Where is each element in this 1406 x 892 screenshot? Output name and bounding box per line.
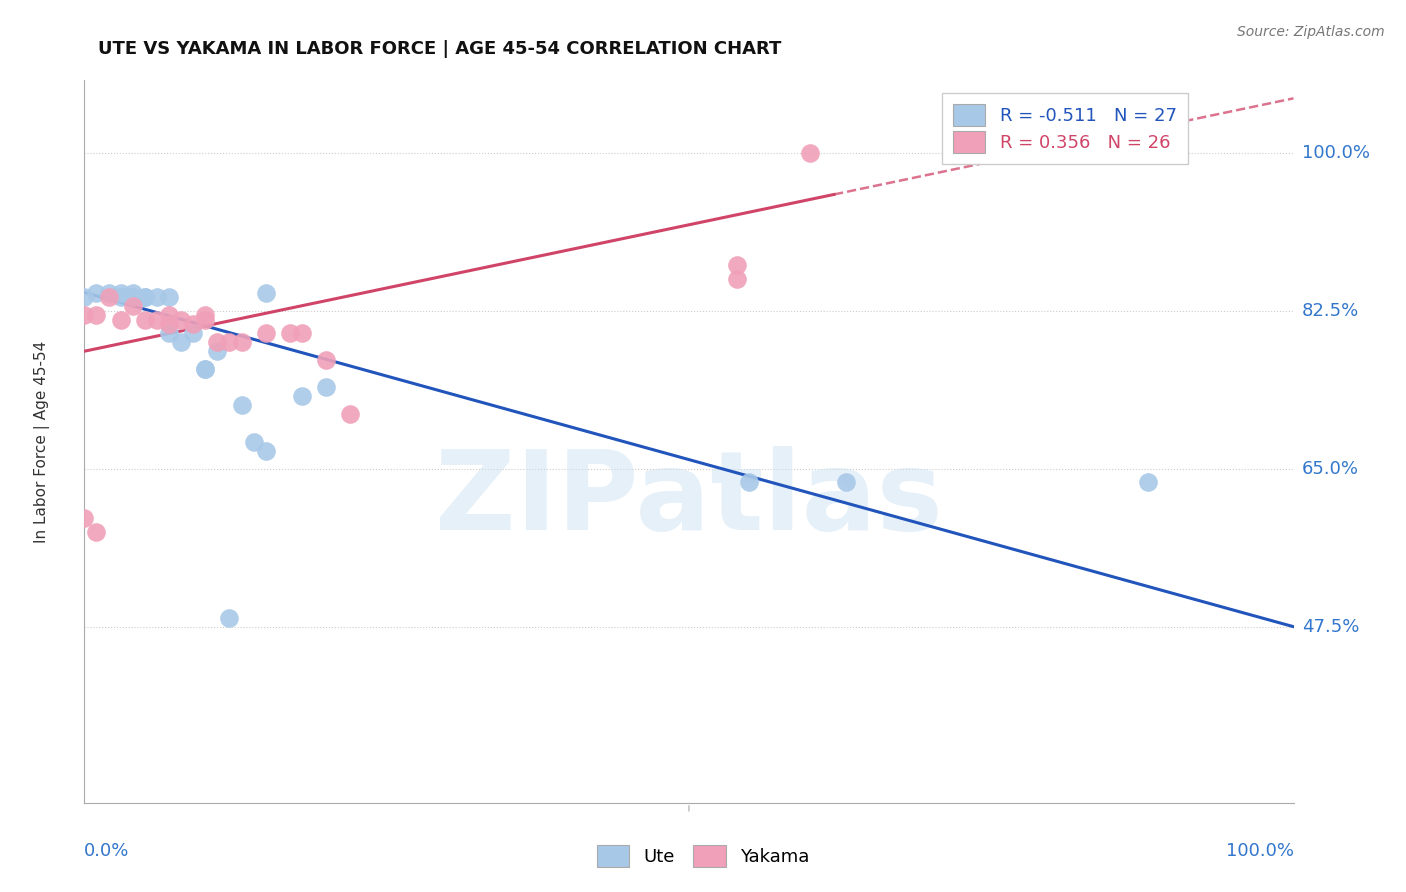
Point xyxy=(835,475,858,490)
Point xyxy=(121,290,143,304)
Point xyxy=(170,312,193,326)
Text: In Labor Force | Age 45-54: In Labor Force | Age 45-54 xyxy=(34,341,51,542)
Point xyxy=(725,259,748,273)
Text: UTE VS YAKAMA IN LABOR FORCE | AGE 45-54 CORRELATION CHART: UTE VS YAKAMA IN LABOR FORCE | AGE 45-54… xyxy=(98,40,782,58)
Point xyxy=(146,312,169,326)
Point xyxy=(254,326,277,341)
Text: Source: ZipAtlas.com: Source: ZipAtlas.com xyxy=(1237,25,1385,39)
Point xyxy=(134,290,156,304)
Point xyxy=(291,389,314,403)
Point xyxy=(194,308,217,322)
Point xyxy=(134,290,156,304)
Point xyxy=(86,285,108,300)
Point xyxy=(194,362,217,376)
Point xyxy=(157,317,180,331)
Point xyxy=(1137,475,1160,490)
Point xyxy=(231,335,253,350)
Point xyxy=(339,408,361,422)
Point xyxy=(97,285,120,300)
Point xyxy=(134,312,156,326)
Point xyxy=(242,434,264,449)
Point xyxy=(738,475,761,490)
Point xyxy=(207,344,229,359)
Point xyxy=(254,443,277,458)
Point xyxy=(97,290,120,304)
Point xyxy=(86,308,108,322)
Point xyxy=(278,326,301,341)
Point xyxy=(799,145,821,160)
Text: ZIPatlas: ZIPatlas xyxy=(434,446,943,553)
Point xyxy=(315,380,337,394)
Point xyxy=(110,312,132,326)
Point xyxy=(73,308,96,322)
Point xyxy=(121,299,143,313)
Text: 100.0%: 100.0% xyxy=(1226,842,1294,860)
Point xyxy=(73,290,96,304)
Point xyxy=(181,317,204,331)
Point xyxy=(725,272,748,286)
Point xyxy=(207,335,229,350)
Point xyxy=(86,524,108,539)
Point xyxy=(194,312,217,326)
Point xyxy=(181,326,204,341)
Point xyxy=(254,285,277,300)
Text: 65.0%: 65.0% xyxy=(1302,459,1358,477)
Text: 100.0%: 100.0% xyxy=(1302,144,1369,161)
Point xyxy=(110,290,132,304)
Point xyxy=(110,285,132,300)
Text: 82.5%: 82.5% xyxy=(1302,301,1360,319)
Text: 47.5%: 47.5% xyxy=(1302,617,1360,636)
Legend: R = -0.511   N = 27, R = 0.356   N = 26: R = -0.511 N = 27, R = 0.356 N = 26 xyxy=(942,93,1188,164)
Point xyxy=(315,353,337,368)
Point xyxy=(218,610,240,624)
Point xyxy=(291,326,314,341)
Point xyxy=(157,290,180,304)
Point xyxy=(157,326,180,341)
Point xyxy=(121,285,143,300)
Text: 0.0%: 0.0% xyxy=(84,842,129,860)
Point xyxy=(170,335,193,350)
Point xyxy=(231,398,253,412)
Point xyxy=(218,335,240,350)
Point xyxy=(146,290,169,304)
Legend: Ute, Yakama: Ute, Yakama xyxy=(589,838,817,874)
Point xyxy=(73,511,96,525)
Point xyxy=(157,308,180,322)
Point xyxy=(194,362,217,376)
